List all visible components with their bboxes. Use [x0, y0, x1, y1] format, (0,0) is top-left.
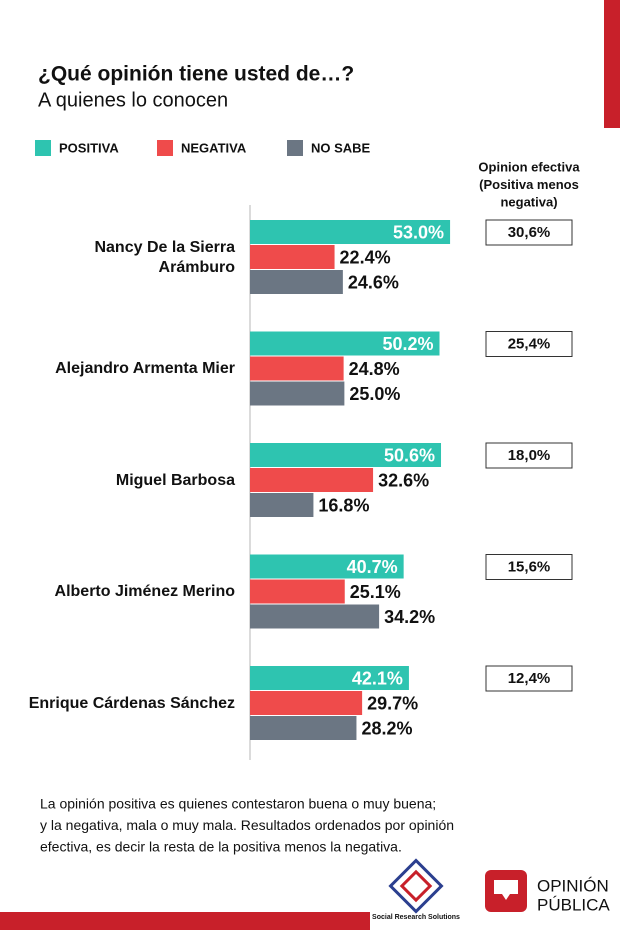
chart-title: ¿Qué opinión tiene usted de…? [38, 63, 354, 86]
logo-op: OPINIÓN PÚBLICA [485, 870, 610, 914]
logo-icon [399, 869, 433, 903]
logo-text: OPINIÓN [537, 876, 609, 895]
category-label: Miguel Barbosa [115, 471, 235, 489]
value-label: 42.1% [352, 668, 403, 688]
net-label: 18,0% [508, 447, 551, 464]
footnote: y la negativa, mala o muy mala. Resultad… [40, 817, 454, 833]
value-label: 40.7% [347, 557, 398, 577]
value-label: 50.6% [384, 445, 435, 465]
net-box [485, 331, 573, 357]
net-box [485, 219, 573, 246]
bar [250, 468, 374, 492]
value-label: 32.6% [378, 470, 429, 490]
decor-bar [0, 912, 370, 930]
footnote: La opinión positiva es quienes contestar… [40, 796, 436, 812]
bar [250, 270, 343, 294]
category-label: Alejandro Armenta Mier [55, 360, 235, 377]
bar [250, 443, 442, 467]
bar [250, 716, 357, 740]
logo-text: Social Research Solutions [372, 914, 460, 921]
logo-text: PÚBLICA [537, 895, 610, 914]
legend-swatch [35, 140, 51, 156]
net-label: 12,4% [508, 670, 551, 687]
bar [250, 356, 344, 381]
legend-label: NO SABE [311, 140, 371, 155]
net-header: (Positiva menos [479, 177, 579, 192]
bar [250, 331, 440, 356]
net-box [485, 665, 573, 692]
value-label: 53.0% [393, 222, 444, 242]
logo-icon [494, 880, 518, 900]
value-label: 28.2% [361, 718, 412, 738]
legend-label: POSITIVA [59, 140, 119, 155]
legend-label: NEGATIVA [181, 140, 247, 155]
bar [250, 493, 314, 517]
footnote: efectiva, es decir la resta de la positi… [40, 839, 402, 855]
legend-swatch [287, 140, 303, 156]
value-label: 16.8% [318, 495, 369, 515]
net-box [485, 442, 573, 469]
net-header: Opinion efectiva [478, 159, 580, 174]
value-label: 22.4% [340, 247, 391, 267]
legend-swatch [157, 140, 173, 156]
net-label: 15,6% [508, 558, 551, 575]
value-label: 24.8% [349, 359, 400, 379]
bar [250, 381, 345, 406]
chart-subtitle: A quienes lo conocen [38, 89, 228, 111]
net-label: 30,6% [508, 224, 551, 241]
bar [250, 245, 335, 269]
value-label: 50.2% [382, 334, 433, 354]
value-label: 25.0% [349, 384, 400, 404]
logo-srs: Social Research Solutions [372, 858, 460, 921]
bar [250, 604, 380, 629]
value-label: 34.2% [384, 607, 435, 627]
net-label: 25,4% [508, 335, 551, 352]
value-label: 25.1% [350, 582, 401, 602]
value-label: 29.7% [367, 693, 418, 713]
bar [250, 554, 404, 579]
category-label: Nancy De la Sierra Arámburo [94, 238, 235, 276]
bar [250, 579, 345, 604]
decor-bar [604, 0, 620, 128]
bar [250, 220, 451, 244]
bar [250, 691, 363, 715]
logo-icon [388, 858, 444, 914]
bar [250, 666, 409, 690]
category-label: Enrique Cárdenas Sánchez [28, 694, 235, 712]
value-label: 24.6% [348, 272, 399, 292]
net-header: negativa) [500, 194, 557, 209]
category-label: Alberto Jiménez Merino [54, 583, 235, 600]
net-box [485, 554, 573, 580]
